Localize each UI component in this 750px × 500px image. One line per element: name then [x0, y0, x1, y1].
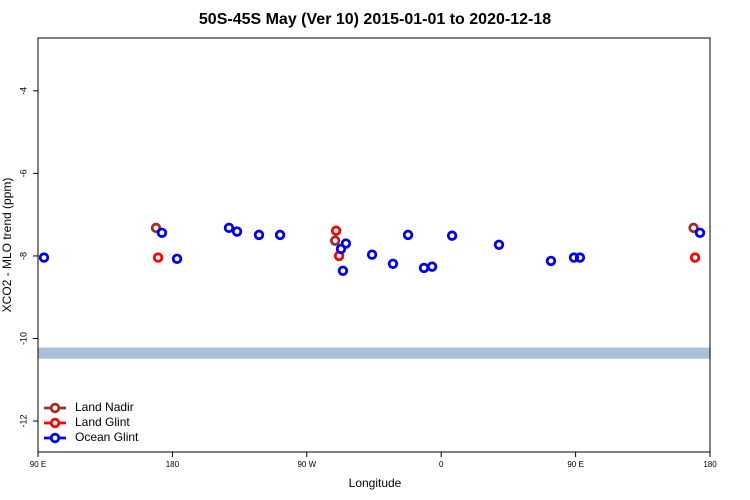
legend-label: Land Glint [75, 415, 130, 429]
point [253, 229, 265, 241]
x-tick-label: 90 E [30, 460, 46, 469]
point [402, 229, 414, 241]
point [689, 252, 701, 263]
point [337, 265, 349, 276]
point [418, 262, 430, 274]
point [340, 238, 352, 249]
x-tick-label: 0 [439, 460, 444, 469]
point [330, 225, 342, 236]
point [156, 227, 168, 239]
point [152, 252, 164, 263]
x-tick-label: 180 [703, 460, 717, 469]
point [446, 230, 458, 241]
point [493, 239, 505, 250]
point [223, 222, 235, 234]
x-tick-label: 180 [166, 460, 180, 469]
y-tick-label: -4 [18, 87, 28, 95]
point [274, 229, 286, 241]
x-tick-label: 90 W [297, 460, 316, 469]
x-tick-label: 90 E [567, 460, 583, 469]
chart-title: 50S-45S May (Ver 10) 2015-01-01 to 2020-… [199, 11, 551, 28]
y-tick-label: -8 [18, 252, 28, 260]
plot-frame [37, 37, 711, 453]
point [171, 253, 183, 265]
y-tick-label: -10 [18, 332, 28, 345]
y-tick-label: -6 [18, 169, 28, 177]
point [387, 258, 399, 269]
point [694, 227, 706, 239]
legend-marker [49, 432, 61, 444]
point [231, 226, 243, 237]
point [329, 235, 341, 246]
point [568, 252, 580, 263]
band [38, 347, 710, 359]
point [574, 252, 586, 263]
y-tick-label: -12 [18, 415, 28, 428]
legend-label: Land Nadir [75, 400, 134, 414]
point [688, 222, 699, 234]
point [426, 261, 438, 272]
x-axis-label: Longitude [349, 476, 402, 490]
legend-marker [49, 402, 61, 414]
point [545, 255, 557, 267]
legend-label: Ocean Glint [75, 430, 139, 444]
legend-marker [49, 417, 61, 429]
point [366, 249, 378, 260]
point [38, 252, 50, 263]
y-axis-label: XCO2 - MLO trend (ppm) [0, 178, 14, 313]
point [150, 222, 162, 234]
